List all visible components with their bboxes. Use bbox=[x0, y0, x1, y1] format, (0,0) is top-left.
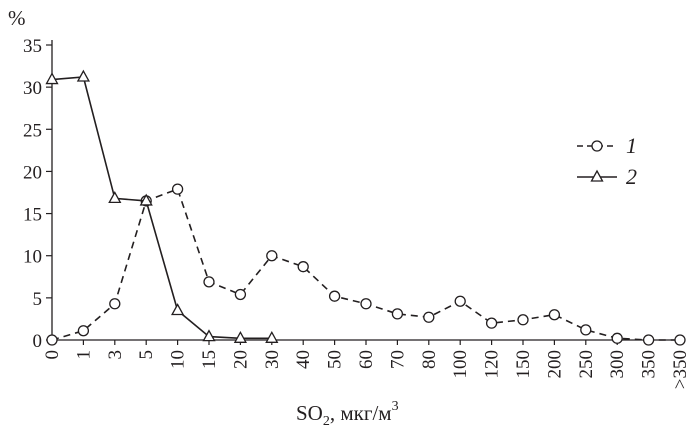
x-tick-label: 40 bbox=[293, 350, 314, 369]
y-tick-label: 35 bbox=[23, 36, 42, 57]
series-1-point bbox=[297, 261, 309, 273]
x-axis-title-main: SO bbox=[296, 401, 323, 425]
legend-marker-2 bbox=[590, 169, 604, 182]
series-2-point bbox=[202, 329, 216, 342]
series-1-point bbox=[391, 308, 404, 320]
x-tick-label: 5 bbox=[136, 350, 157, 360]
x-tick-label: 120 bbox=[482, 350, 503, 379]
series-1-point bbox=[548, 309, 561, 321]
x-tick-label: 200 bbox=[544, 350, 565, 379]
series-2-point bbox=[233, 330, 247, 343]
series-1-point bbox=[77, 325, 90, 337]
x-tick-label: 30 bbox=[262, 350, 283, 369]
y-tick-label: 25 bbox=[23, 120, 42, 141]
legend-marker-1 bbox=[591, 140, 603, 152]
series-2 bbox=[45, 69, 279, 343]
series-2-point bbox=[45, 72, 59, 85]
y-tick-label: 10 bbox=[23, 247, 42, 268]
series-2-point bbox=[171, 303, 185, 316]
x-tick-label: 250 bbox=[576, 350, 597, 379]
series-2-point bbox=[76, 69, 90, 82]
x-tick-label: >350 bbox=[670, 350, 687, 389]
series-1-point bbox=[203, 276, 215, 288]
series-1-point bbox=[611, 332, 623, 344]
legend-label-1: 1 bbox=[626, 133, 637, 158]
x-tick-label: 70 bbox=[387, 350, 408, 369]
y-ticks: 0 5 10 15 20 25 30 35 bbox=[23, 36, 52, 352]
series-1-point bbox=[266, 250, 278, 262]
x-tick-label: 10 bbox=[168, 350, 189, 369]
series-1 bbox=[46, 183, 686, 346]
y-tick-label: 15 bbox=[23, 205, 42, 226]
series-1-point bbox=[454, 295, 466, 307]
axes bbox=[51, 40, 680, 341]
series-2-point bbox=[108, 191, 122, 204]
series-1-point bbox=[642, 334, 655, 346]
series-1-point bbox=[171, 183, 184, 195]
x-tick-label: 0 bbox=[42, 350, 63, 360]
series-1-point bbox=[485, 317, 498, 329]
x-axis-title-sup: 3 bbox=[392, 399, 399, 414]
x-tick-label: 80 bbox=[419, 350, 440, 369]
series-1-point bbox=[360, 298, 372, 310]
series-1-point bbox=[674, 334, 686, 346]
legend: 1 2 bbox=[577, 133, 637, 189]
x-tick-label: 1 bbox=[73, 350, 94, 360]
x-tick-label: 100 bbox=[450, 350, 471, 379]
series-1-point bbox=[46, 334, 58, 346]
y-axis-unit: % bbox=[8, 6, 26, 30]
x-axis-title: SO2, мкг/м3 bbox=[296, 399, 399, 429]
x-tick-label: 60 bbox=[356, 350, 377, 369]
x-tick-label: 20 bbox=[230, 350, 251, 369]
series-layer bbox=[45, 69, 686, 346]
x-ticks: 0 1 3 5 10 15 20 30 40 50 60 70 80 100 120 150 200 250 300… bbox=[42, 340, 687, 389]
series-2-point bbox=[139, 193, 153, 206]
x-tick-label: 150 bbox=[513, 350, 534, 379]
y-tick-label: 0 bbox=[33, 331, 43, 352]
x-axis-title-sub: 2 bbox=[323, 414, 330, 429]
y-tick-label: 20 bbox=[23, 162, 42, 183]
x-tick-label: 300 bbox=[607, 350, 628, 379]
x-axis-title-units: , мкг/м bbox=[330, 401, 392, 425]
x-tick-label: 3 bbox=[105, 350, 126, 360]
x-tick-label: 15 bbox=[199, 350, 220, 369]
series-1-point bbox=[234, 288, 247, 301]
series-2-point bbox=[265, 330, 279, 343]
series-1-point bbox=[109, 298, 121, 310]
series-1-line bbox=[51, 188, 680, 341]
series-1-point bbox=[423, 311, 435, 323]
y-tick-label: 5 bbox=[33, 289, 43, 310]
y-tick-label: 30 bbox=[23, 78, 42, 99]
series-1-point bbox=[328, 290, 341, 302]
x-tick-label: 350 bbox=[639, 350, 660, 379]
series-1-point bbox=[517, 314, 529, 326]
x-tick-label: 50 bbox=[325, 350, 346, 369]
legend-label-2: 2 bbox=[626, 164, 637, 189]
series-1-point bbox=[580, 324, 592, 336]
series-2-line bbox=[51, 76, 272, 340]
